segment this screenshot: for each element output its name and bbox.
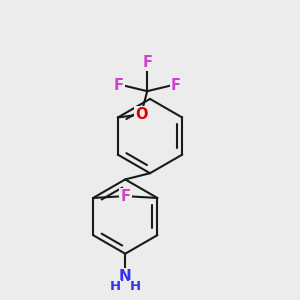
Text: F: F	[120, 189, 130, 204]
Text: F: F	[113, 78, 123, 93]
Text: O: O	[135, 107, 147, 122]
Text: N: N	[119, 269, 132, 284]
Text: H: H	[110, 280, 121, 293]
Text: F: F	[171, 78, 181, 93]
Text: F: F	[121, 189, 130, 204]
Text: H: H	[130, 280, 141, 293]
Text: F: F	[142, 55, 152, 70]
